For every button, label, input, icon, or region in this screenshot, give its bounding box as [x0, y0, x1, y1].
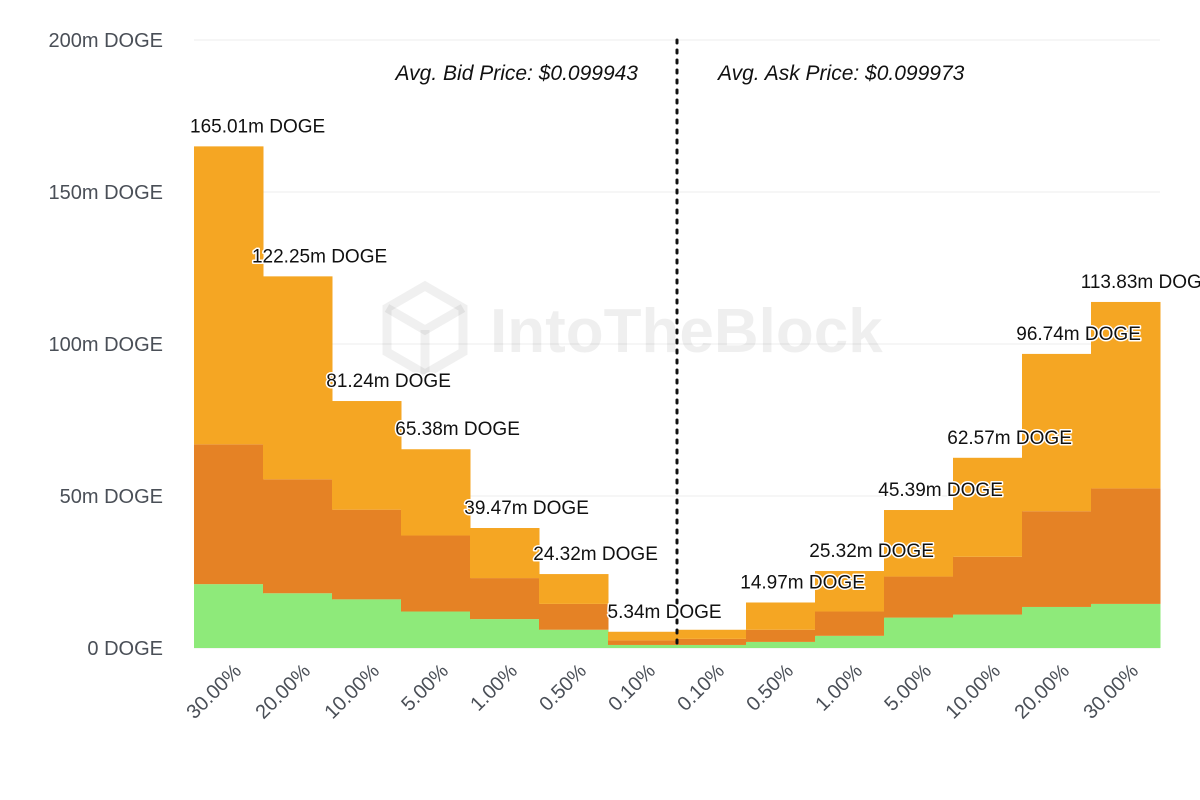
x-tick-label: 0.50% [535, 660, 591, 716]
x-tick-label: 1.00% [811, 660, 867, 716]
x-tick-label: 1.00% [466, 660, 522, 716]
y-axis: 0 DOGE 50m DOGE 100m DOGE 150m DOGE 200m DOG… [49, 30, 163, 660]
x-tick-label: 30.00% [1080, 660, 1144, 724]
bar-segment [677, 644, 747, 648]
bar-segment [401, 611, 471, 648]
bar-segment [263, 276, 333, 480]
data-label: 5.34m DOGE [608, 602, 722, 623]
bar-segment [677, 638, 747, 645]
bar-segment [401, 535, 471, 612]
watermark-text: IntoTheBlock [490, 297, 883, 366]
x-tick-label: 0.10% [604, 660, 660, 716]
bar-segment [815, 571, 885, 612]
bar-segment [1091, 603, 1161, 648]
x-tick-label: 0.50% [742, 660, 798, 716]
bar-segment [815, 635, 885, 648]
x-tick-label: 20.00% [1011, 660, 1075, 724]
data-label: 62.57m DOGE [947, 428, 1072, 449]
x-tick-label: 10.00% [942, 660, 1006, 724]
bar-segment [884, 576, 954, 618]
x-tick-label: 10.00% [321, 660, 385, 724]
x-tick-label: 0.10% [673, 660, 729, 716]
bar-segment [608, 644, 678, 648]
bar-segment [332, 401, 402, 510]
avg-ask-price-label: Avg. Ask Price: $0.099973 [716, 62, 965, 85]
bar-segment [332, 509, 402, 600]
bar-segment [470, 578, 540, 620]
bar-segment [815, 611, 885, 636]
x-tick-label: 5.00% [880, 660, 936, 716]
bar-segment [884, 617, 954, 648]
bar-segment [401, 449, 471, 536]
x-tick-label: 30.00% [183, 660, 247, 724]
data-label: 81.24m DOGE [326, 371, 451, 392]
y-tick-label: 0 DOGE [87, 638, 163, 660]
y-tick-label: 100m DOGE [49, 334, 163, 356]
bar-segment [608, 631, 678, 641]
data-label: 113.83m DOGE [1081, 272, 1200, 293]
bar-segment [263, 593, 333, 648]
bar-segment [746, 602, 816, 630]
x-tick-label: 5.00% [397, 660, 453, 716]
data-label: 45.39m DOGE [878, 480, 1003, 501]
y-tick-label: 200m DOGE [49, 30, 163, 52]
avg-bid-price-label: Avg. Bid Price: $0.099943 [394, 62, 639, 85]
bar-segment [1091, 301, 1161, 489]
y-tick-label: 50m DOGE [60, 486, 163, 508]
data-label: 25.32m DOGE [809, 541, 934, 562]
bar-segment [332, 599, 402, 648]
data-label: 39.47m DOGE [464, 498, 589, 519]
bar-segment [746, 641, 816, 648]
bar-segment [953, 556, 1023, 615]
bar-segment [1091, 488, 1161, 604]
x-axis: 30.00% 20.00% 10.00% 5.00% 1.00% 0.50% 0.10% 0.… [183, 660, 1144, 724]
bar-segment [1022, 353, 1092, 512]
bar-segment [884, 510, 954, 577]
bar-segment [608, 640, 678, 645]
watermark: IntoTheBlock [382, 280, 883, 380]
bar-segment [953, 457, 1023, 557]
bar-segment [1022, 606, 1092, 648]
data-label: 122.25m DOGE [252, 246, 387, 267]
bar-segment [194, 146, 264, 445]
bar-segment [470, 528, 540, 579]
bar-segment [194, 584, 264, 648]
bar-segment [953, 614, 1023, 648]
bar-segment [539, 574, 609, 604]
bar-segment [470, 619, 540, 648]
bar-segment [194, 444, 264, 585]
data-label: 96.74m DOGE [1016, 324, 1141, 345]
bar-segment [539, 629, 609, 648]
data-label: 65.38m DOGE [395, 419, 520, 440]
bar-segment [677, 629, 747, 639]
intotheblock-logo-icon [382, 280, 468, 380]
data-label: 24.32m DOGE [533, 544, 658, 565]
bar-segment [1022, 511, 1092, 607]
x-tick-label: 20.00% [252, 660, 316, 724]
bar-segment [539, 603, 609, 630]
data-label: 14.97m DOGE [740, 572, 865, 593]
data-labels: 165.01m DOGE 122.25m DOGE 81.24m DOGE 65.38… [189, 115, 1200, 624]
y-tick-label: 150m DOGE [49, 182, 163, 204]
bar-segment [263, 479, 333, 594]
bar-segment [746, 629, 816, 642]
data-label: 165.01m DOGE [190, 116, 325, 137]
bars [194, 146, 1161, 648]
